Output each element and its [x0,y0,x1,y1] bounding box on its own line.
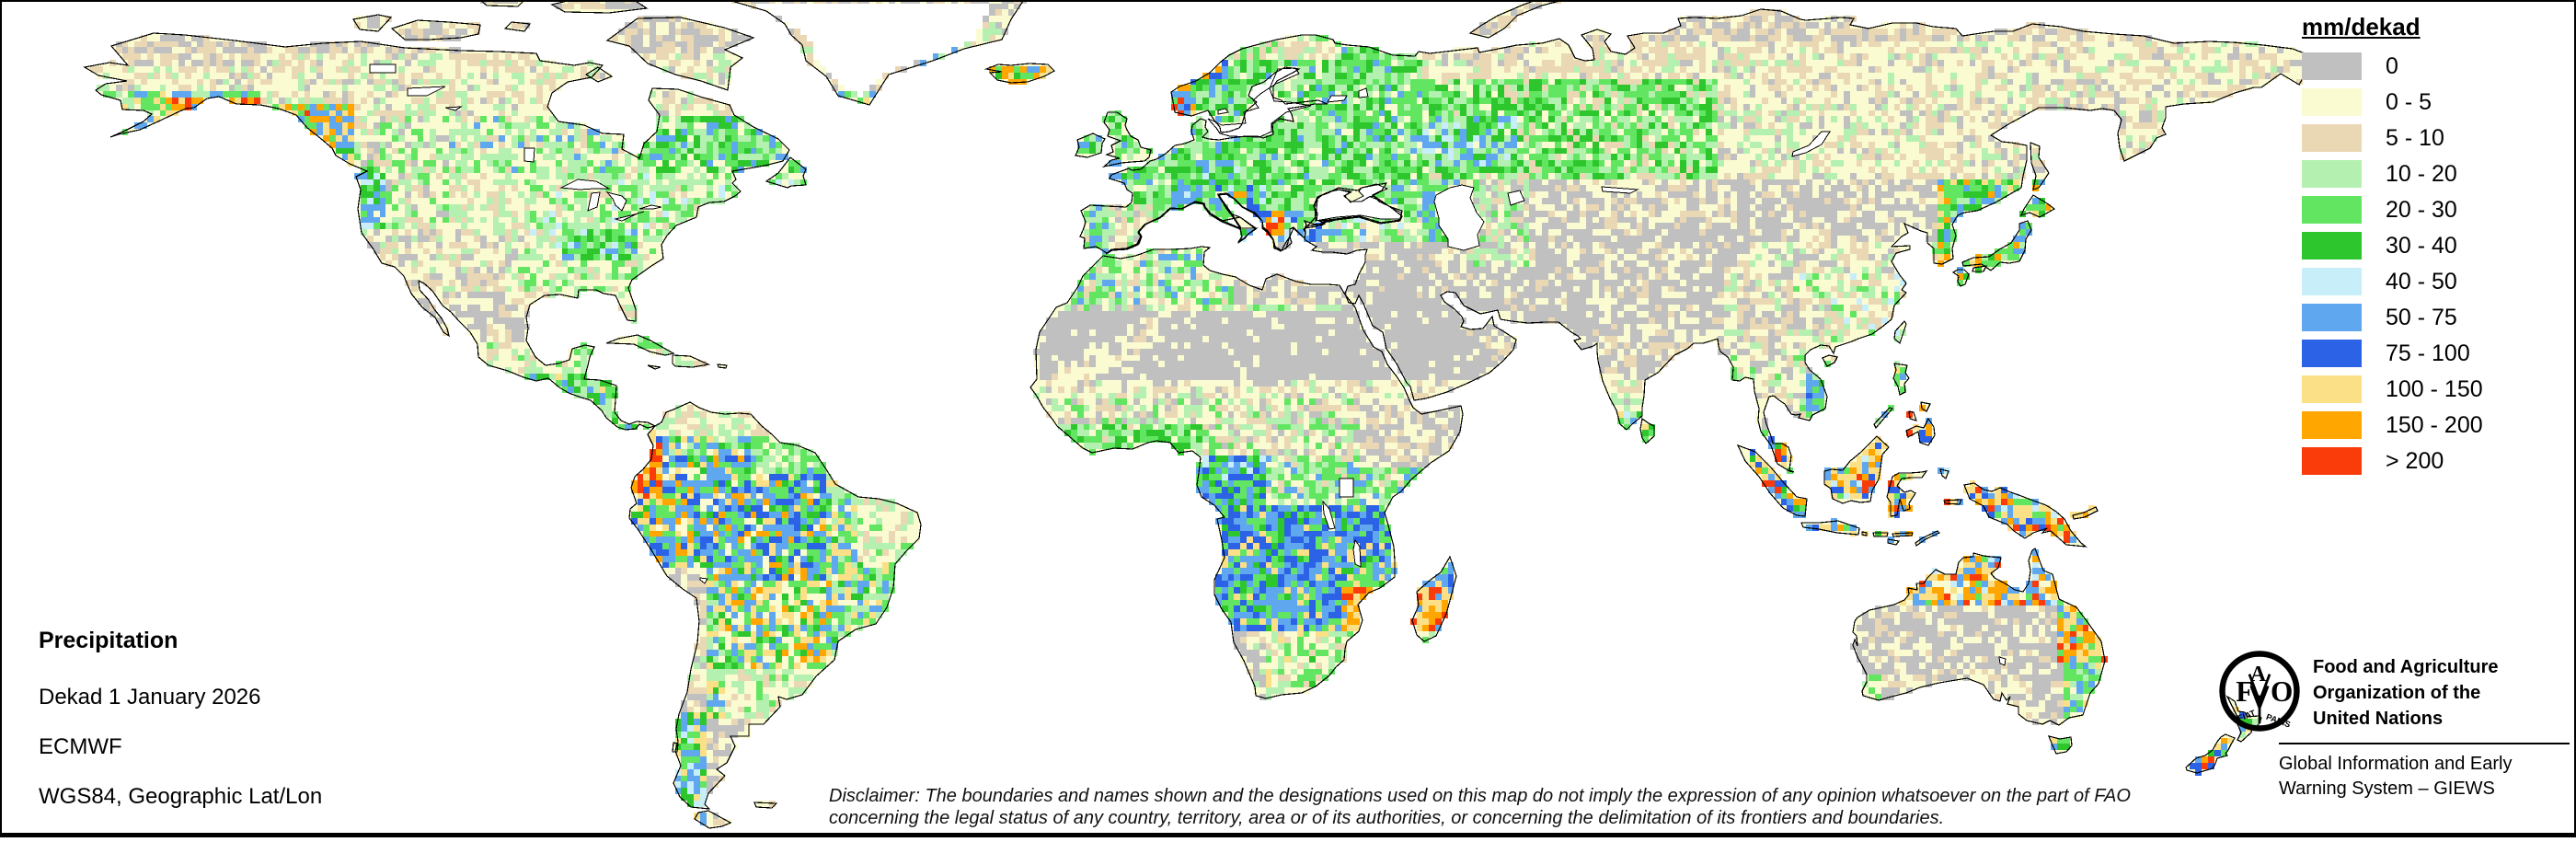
svg-text:O: O [2271,675,2293,708]
svg-text:FIAT: FIAT [2237,709,2257,723]
svg-text:F: F [2236,675,2253,708]
svg-text:A: A [2250,663,2267,686]
